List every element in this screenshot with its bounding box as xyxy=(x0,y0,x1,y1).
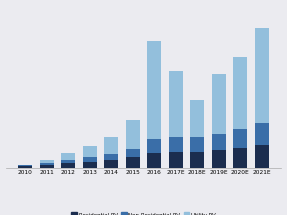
Bar xyxy=(169,71,183,137)
Bar xyxy=(18,165,32,166)
Bar xyxy=(83,157,97,162)
Bar xyxy=(233,147,247,168)
Bar xyxy=(61,160,75,163)
Bar xyxy=(18,166,32,168)
Bar xyxy=(212,74,226,134)
Bar xyxy=(147,41,161,139)
Bar xyxy=(40,165,54,168)
Bar xyxy=(190,152,204,168)
Bar xyxy=(233,57,247,129)
Bar xyxy=(147,153,161,168)
Bar xyxy=(126,149,140,157)
Bar xyxy=(169,137,183,152)
Bar xyxy=(104,137,118,154)
Bar xyxy=(212,134,226,150)
Bar xyxy=(190,137,204,152)
Bar xyxy=(83,162,97,168)
Bar xyxy=(40,163,54,165)
Bar xyxy=(126,120,140,149)
Bar xyxy=(83,146,97,157)
Bar xyxy=(126,157,140,168)
Bar xyxy=(255,123,269,145)
Legend: Residential PV, Non-Residential PV, Utility PV: Residential PV, Non-Residential PV, Util… xyxy=(69,210,218,215)
Bar xyxy=(212,150,226,168)
Bar xyxy=(147,139,161,153)
Bar xyxy=(104,154,118,160)
Bar xyxy=(255,28,269,123)
Bar xyxy=(169,152,183,168)
Bar xyxy=(104,160,118,168)
Bar xyxy=(40,160,54,163)
Bar xyxy=(190,100,204,137)
Bar xyxy=(61,153,75,160)
Bar xyxy=(61,163,75,168)
Bar xyxy=(255,145,269,168)
Bar xyxy=(233,129,247,147)
